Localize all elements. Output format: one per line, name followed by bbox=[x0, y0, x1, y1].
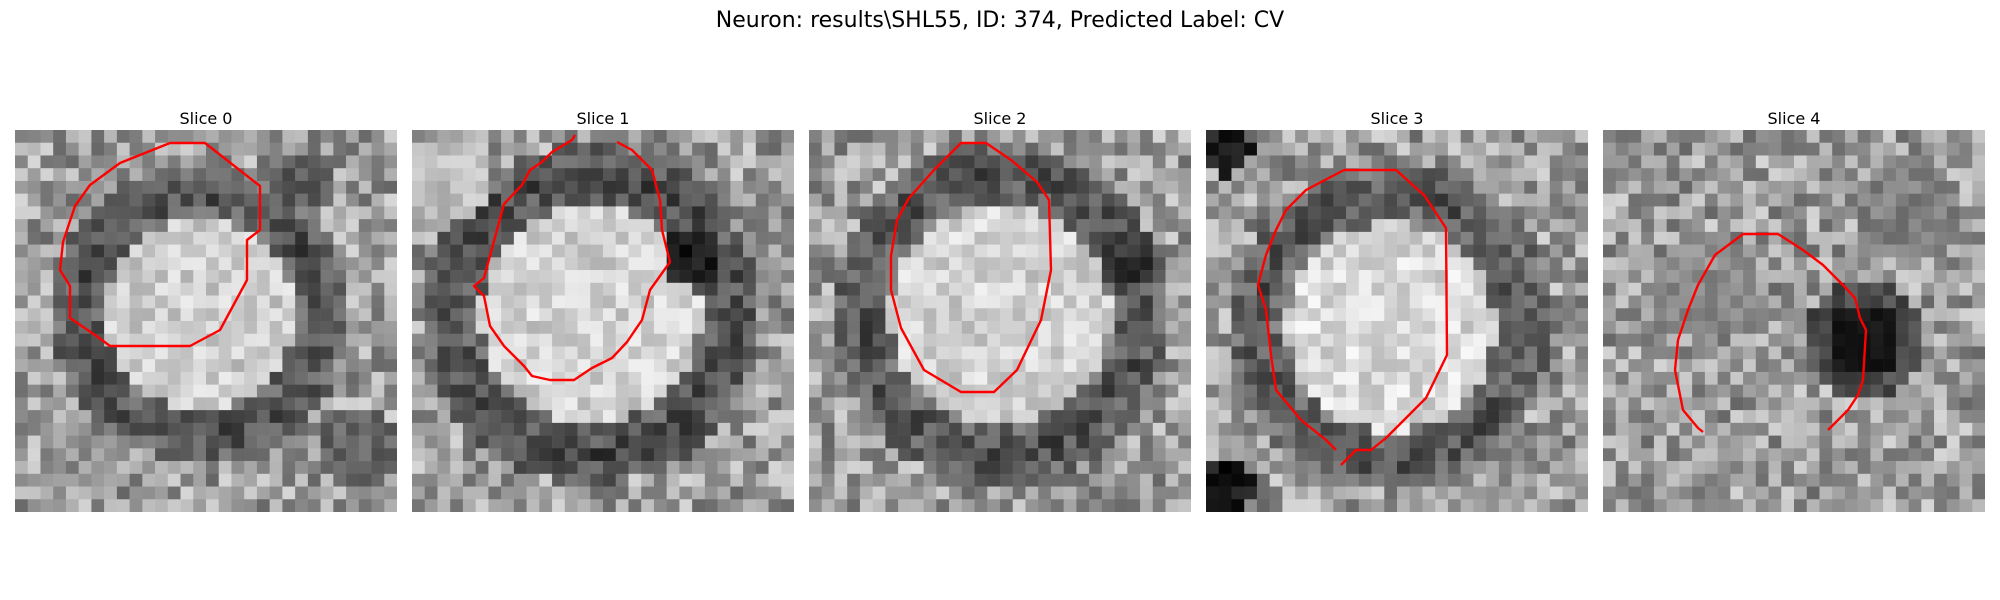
segmentation-contour bbox=[1673, 233, 1744, 433]
figure-title: Neuron: results\SHL55, ID: 374, Predicte… bbox=[715, 8, 1285, 33]
slice-image-3 bbox=[1206, 130, 1588, 512]
slice-image-0 bbox=[15, 130, 397, 512]
slice-title: Slice 2 bbox=[973, 109, 1027, 128]
segmentation-contour bbox=[1340, 168, 1449, 466]
slice-title: Slice 1 bbox=[576, 109, 630, 128]
slice-panel-1: Slice 1 bbox=[412, 108, 794, 512]
segmentation-contour bbox=[472, 134, 672, 382]
segmentation-contour bbox=[1256, 168, 1345, 451]
slice-image-1 bbox=[412, 130, 794, 512]
slice-title: Slice 0 bbox=[179, 109, 233, 128]
slice-panel-2: Slice 2 bbox=[809, 108, 1191, 512]
slice-panel-4: Slice 4 bbox=[1603, 108, 1985, 512]
slice-title: Slice 4 bbox=[1767, 109, 1821, 128]
segmentation-contour bbox=[58, 141, 262, 348]
segmentation-contour bbox=[1743, 232, 1868, 431]
slice-image-4 bbox=[1603, 130, 1985, 512]
slice-title: Slice 3 bbox=[1370, 109, 1424, 128]
slice-image-2 bbox=[809, 130, 1191, 512]
slice-panel-3: Slice 3 bbox=[1206, 108, 1588, 512]
segmentation-contour bbox=[889, 141, 1053, 394]
slice-panel-0: Slice 0 bbox=[15, 108, 397, 512]
